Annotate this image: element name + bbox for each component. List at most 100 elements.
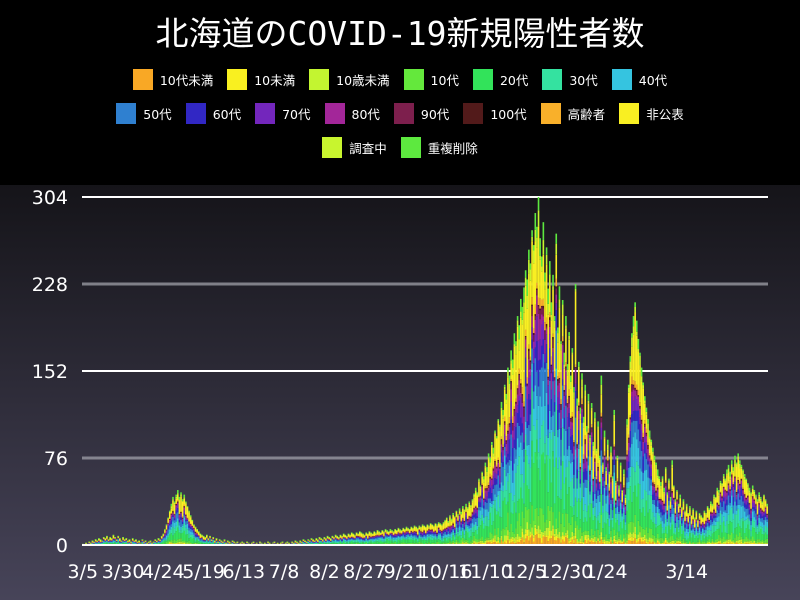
bar-segment (487, 540, 490, 542)
bar-segment (371, 536, 374, 537)
bar-segment (441, 525, 443, 531)
bar-segment (133, 542, 136, 544)
bar-segment (349, 534, 351, 536)
bar-segment (94, 543, 97, 544)
bar-segment (425, 526, 427, 528)
bar-segment (516, 394, 519, 406)
legend-item-90代[interactable]: 90代 (393, 102, 449, 124)
legend-item-20代[interactable]: 20代 (472, 68, 528, 90)
bar-segment (336, 538, 339, 539)
bar-segment (201, 538, 203, 541)
bar-segment (434, 533, 437, 535)
bar-segment (413, 536, 416, 538)
legend-item-100代[interactable]: 100代 (463, 102, 527, 124)
bar-segment (191, 528, 194, 531)
bar-segment (191, 543, 194, 545)
bar-segment (328, 539, 330, 541)
bar-segment (521, 306, 524, 320)
bar-segment (500, 436, 503, 440)
bar-segment (375, 539, 377, 542)
legend-item-50代[interactable]: 50代 (116, 102, 172, 124)
bar-segment (418, 529, 421, 531)
bar-segment (462, 529, 464, 532)
bar-segment (463, 509, 466, 511)
bar-segment (462, 542, 464, 544)
bar-segment (549, 538, 551, 545)
bar-segment (442, 533, 445, 536)
bar-segment (400, 540, 403, 543)
bar-segment (218, 542, 221, 544)
bar-segment (355, 542, 358, 545)
legend-item-10代未満[interactable]: 10代未満 (132, 68, 213, 90)
bar-segment (439, 529, 442, 531)
bar-segment (560, 404, 562, 410)
bar-segment (511, 423, 514, 424)
bar-segment (520, 397, 522, 418)
bar-segment (549, 432, 551, 459)
bar-segment (352, 536, 355, 538)
bar-segment (521, 324, 524, 388)
bar-segment (352, 543, 355, 545)
bar-segment (339, 535, 342, 538)
bar-segment (553, 503, 556, 529)
bar-segment (404, 539, 406, 543)
bar-segment (420, 535, 422, 537)
bar-segment (453, 517, 456, 527)
bar-segment (164, 530, 166, 533)
bar-segment (410, 534, 413, 536)
bar-segment (88, 542, 91, 544)
bar-segment (536, 237, 538, 248)
legend-label-10代: 10代 (430, 72, 459, 88)
bar-segment (421, 532, 424, 534)
bar-segment (471, 500, 474, 503)
bar-segment (452, 542, 454, 544)
bar-segment (524, 336, 527, 337)
legend-item-30代[interactable]: 30代 (542, 68, 598, 90)
bar-segment (532, 520, 535, 535)
bar-segment (540, 538, 543, 543)
bar-segment (507, 367, 509, 372)
bar-segment (445, 542, 448, 544)
bar-segment (210, 543, 213, 545)
bar-segment (489, 502, 492, 507)
bar-segment (492, 542, 495, 545)
legend-item-重複削除[interactable]: 重複削除 (400, 136, 478, 158)
bar-segment (529, 467, 532, 503)
legend-item-非公表[interactable]: 非公表 (619, 102, 684, 124)
bar-segment (481, 536, 483, 541)
bar-segment (389, 532, 392, 534)
bar-segment (421, 543, 424, 544)
bar-segment (93, 542, 95, 544)
bar-segment (476, 511, 479, 517)
legend-item-10未満[interactable]: 10未満 (227, 68, 295, 90)
bar-segment (421, 535, 424, 537)
bar-segment (482, 482, 485, 498)
bar-segment (487, 485, 490, 486)
bar-segment (462, 518, 464, 519)
legend-item-10歳未満[interactable]: 10歳未満 (309, 68, 390, 90)
legend-item-40代[interactable]: 40代 (611, 68, 667, 90)
legend-item-60代[interactable]: 60代 (185, 102, 241, 124)
bar-segment (534, 314, 537, 317)
bar-segment (539, 396, 541, 439)
legend-item-70代[interactable]: 70代 (255, 102, 311, 124)
legend-item-高齢者[interactable]: 高齢者 (540, 102, 605, 124)
bar-segment (550, 364, 553, 366)
bar-segment (246, 542, 248, 544)
legend-item-80代[interactable]: 80代 (324, 102, 380, 124)
bar-segment (156, 541, 158, 543)
bar-segment (437, 528, 440, 530)
legend-item-10代[interactable]: 10代 (403, 68, 459, 90)
bar-segment (436, 532, 438, 533)
legend-item-調査中[interactable]: 調査中 (322, 136, 387, 158)
bar-segment (511, 470, 514, 483)
bar-segment (465, 507, 467, 512)
bar-segment (180, 494, 182, 497)
bar-segment (500, 446, 503, 453)
y-axis-tick-152: 152 (32, 361, 68, 383)
bar-segment (479, 502, 482, 507)
bar-segment (175, 525, 178, 532)
bar-segment (553, 371, 556, 378)
bar-segment (128, 542, 131, 544)
bar-segment (196, 533, 198, 535)
